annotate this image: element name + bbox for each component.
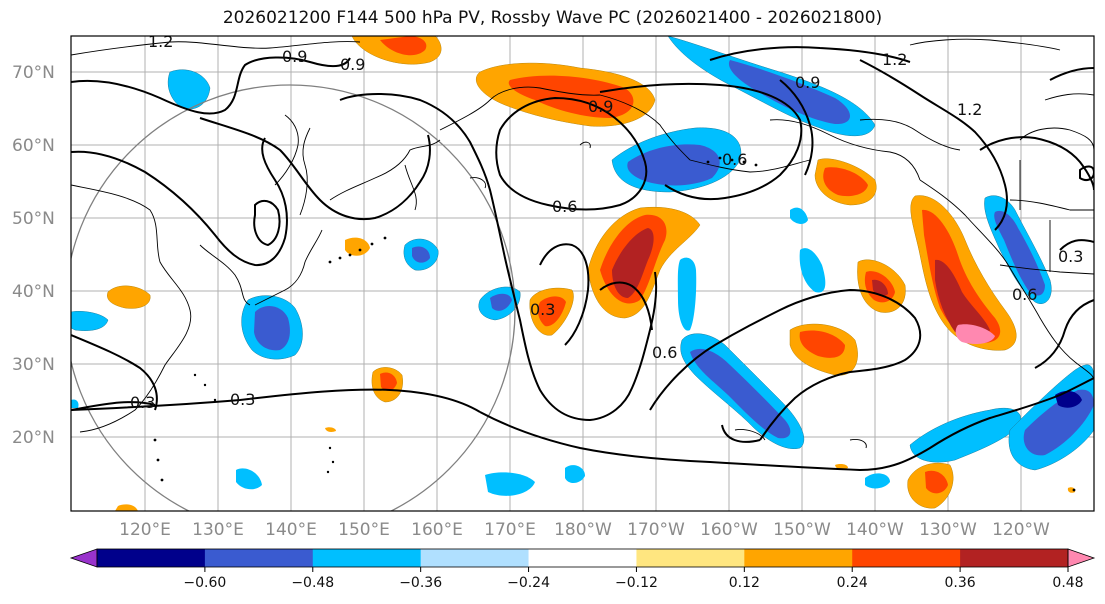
contour-label: 1.2 — [148, 32, 173, 51]
coastlines — [71, 38, 1094, 449]
colorbar-tick-label: −0.24 — [507, 575, 550, 591]
map-contents: 1.2 0.9 0.9 0.9 1.2 1.2 0.9 0.6 0.6 0.3 … — [71, 32, 1094, 511]
island-chains — [153, 156, 1076, 492]
pv-contours — [71, 46, 1094, 472]
map-title: 2026021200 F144 500 hPa PV, Rossby Wave … — [222, 8, 883, 28]
lon-label: 180°W — [554, 520, 612, 540]
lat-label: 40°N — [12, 282, 55, 302]
contour-label: 0.3 — [130, 393, 155, 412]
colorbar-border — [96, 548, 1069, 568]
lat-label: 70°N — [12, 63, 55, 83]
colorbar-tick-label: 0.24 — [837, 575, 868, 591]
colorbar-tick-label: 0.36 — [945, 575, 976, 591]
colorbar-segment — [420, 549, 530, 567]
contour-label: 0.9 — [340, 55, 365, 74]
colorbar-tick-label: −0.60 — [183, 575, 226, 591]
colorbar-segment — [960, 549, 1069, 567]
lon-label: 160°E — [411, 520, 463, 540]
contour-label: 0.9 — [795, 73, 820, 92]
colorbar-segment — [97, 549, 206, 567]
contour-label: 0.6 — [652, 343, 677, 362]
colorbar-tick-label: −0.12 — [615, 575, 658, 591]
map-border — [70, 35, 1095, 512]
lat-label: 30°N — [12, 355, 55, 375]
colorbar-segment — [528, 549, 637, 567]
contour-label: 0.3 — [530, 300, 555, 319]
colorbar-tick-label: 0.12 — [729, 575, 760, 591]
colorbar-segment — [636, 549, 745, 567]
lon-label: 130°W — [919, 520, 977, 540]
lon-label: 150°E — [338, 520, 390, 540]
contour-label: 0.9 — [282, 47, 307, 66]
colorbar-segment — [204, 549, 314, 567]
contour-label: 1.2 — [882, 50, 907, 69]
contour-label: 0.6 — [552, 197, 577, 216]
contour-label: 0.6 — [1012, 285, 1037, 304]
lon-label: 170°E — [484, 520, 536, 540]
lat-label: 50°N — [12, 209, 55, 229]
colorbar-tick-label: −0.48 — [291, 575, 334, 591]
contour-labels: 1.2 0.9 0.9 0.9 1.2 1.2 0.9 0.6 0.6 0.3 … — [130, 32, 1083, 412]
contour-label: 0.9 — [588, 97, 613, 116]
colorbar-extend-high — [1067, 548, 1096, 568]
lat-label: 60°N — [12, 136, 55, 156]
lon-label: 150°W — [773, 520, 831, 540]
colorbar-extend-low — [69, 548, 98, 568]
lat-label: 20°N — [12, 428, 55, 448]
reference-circle — [71, 84, 516, 511]
contour-label: 0.3 — [230, 390, 255, 409]
colorbar-segment — [852, 549, 961, 567]
lon-label: 140°W — [846, 520, 904, 540]
contour-label: 1.2 — [957, 100, 982, 119]
contour-label: 0.6 — [722, 150, 747, 169]
contour-label: 0.3 — [1058, 247, 1083, 266]
latitude-labels: 70°N 60°N 50°N 40°N 30°N 20°N — [12, 63, 55, 448]
lon-label: 160°W — [700, 520, 758, 540]
lon-label: 170°W — [627, 520, 685, 540]
colorbar-tick-label: 0.48 — [1052, 575, 1083, 591]
colorbar-tick-label: −0.36 — [399, 575, 442, 591]
colorbar-segment — [312, 549, 422, 567]
lon-label: 120°W — [992, 520, 1050, 540]
negative-anomalies — [71, 36, 1094, 496]
colorbar-segment — [744, 549, 853, 567]
lon-label: 130°E — [192, 520, 244, 540]
longitude-labels: 120°E 130°E 140°E 150°E 160°E 170°E 180°… — [119, 520, 1050, 540]
positive-anomalies — [107, 36, 1076, 511]
lon-label: 120°E — [119, 520, 171, 540]
colorbar: −0.60 −0.48 −0.36 −0.24 −0.12 0.12 0.24 0.36 0.4… — [69, 548, 1096, 591]
lon-label: 140°E — [265, 520, 317, 540]
